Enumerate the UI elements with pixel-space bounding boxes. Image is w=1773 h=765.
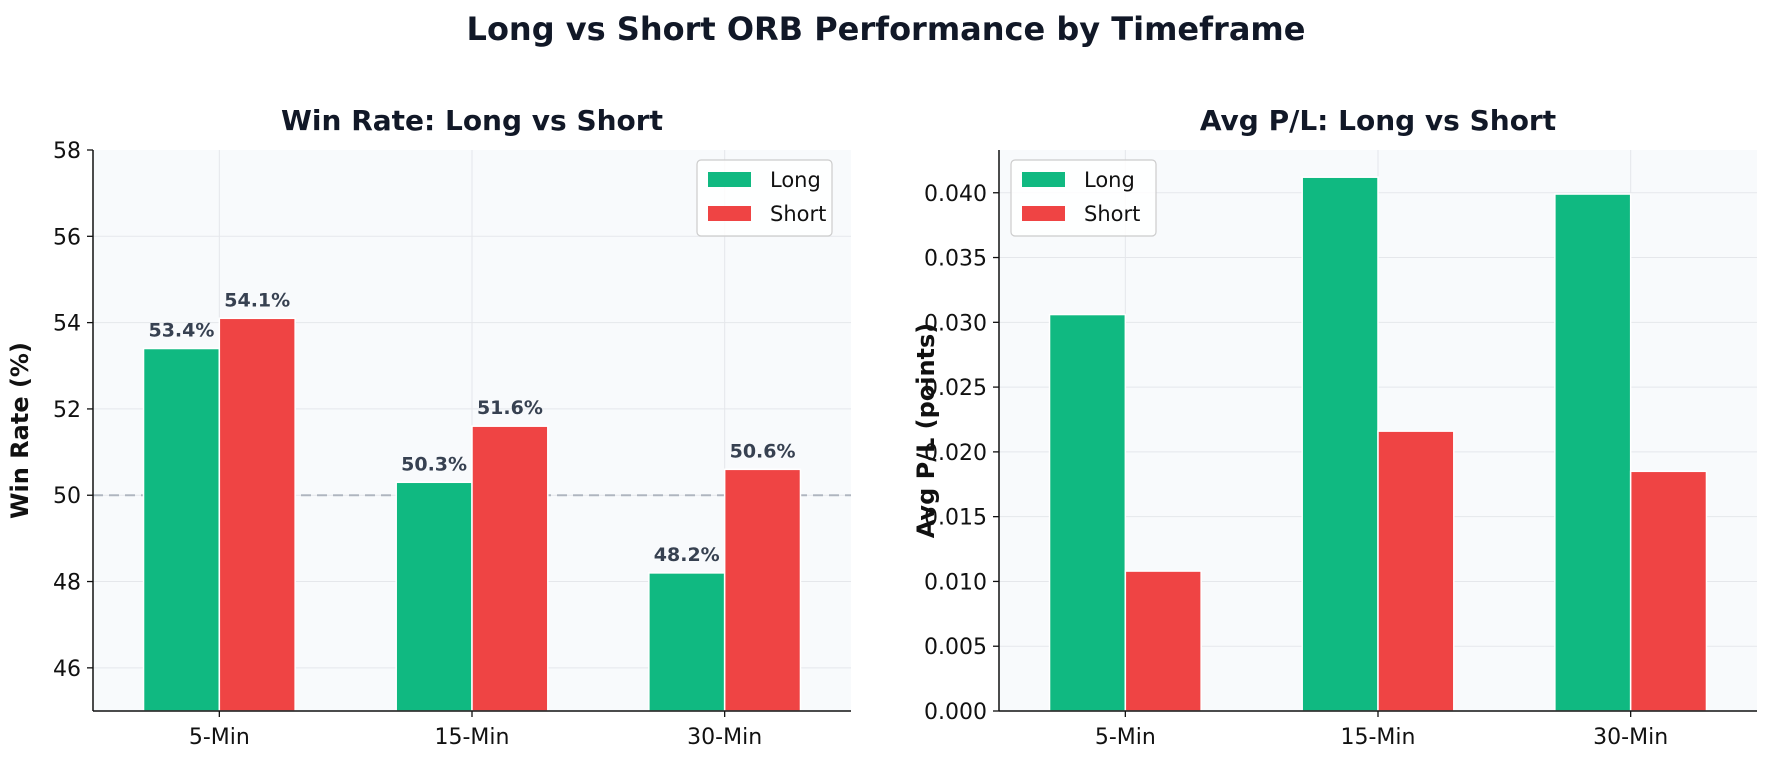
bar-short-5-min bbox=[1124, 570, 1202, 712]
y-tick-label: 48 bbox=[53, 571, 81, 596]
legend-label-short: Short bbox=[1084, 202, 1140, 226]
x-tick-label: 5-Min bbox=[1095, 725, 1156, 750]
data-label: 50.6% bbox=[730, 440, 796, 462]
data-label: 48.2% bbox=[654, 544, 720, 566]
x-tick-label: 30-Min bbox=[687, 725, 762, 750]
x-tick-label: 30-Min bbox=[1593, 725, 1668, 750]
x-tick-label: 5-Min bbox=[189, 725, 250, 750]
x-tick-label: 15-Min bbox=[1341, 725, 1416, 750]
y-tick-label: 46 bbox=[53, 657, 81, 682]
legend-swatch-short bbox=[708, 206, 751, 221]
y-tick-label: 0.025 bbox=[924, 376, 987, 401]
y-tick-label: 0.000 bbox=[924, 700, 987, 725]
y-tick-label: 56 bbox=[53, 225, 81, 250]
y-tick-label: 0.010 bbox=[924, 570, 987, 595]
y-tick-label: 0.040 bbox=[924, 182, 987, 207]
bar-short-15-min bbox=[471, 425, 549, 712]
y-tick-label: 0.005 bbox=[924, 635, 987, 660]
legend-swatch-short bbox=[1022, 206, 1065, 221]
y-tick-label: 0.030 bbox=[924, 311, 987, 336]
data-label: 54.1% bbox=[224, 289, 290, 311]
legend-swatch-long bbox=[1022, 172, 1065, 187]
data-label: 53.4% bbox=[148, 320, 214, 342]
figure-title: Long vs Short ORB Performance by Timefra… bbox=[467, 10, 1306, 48]
y-axis-label: Avg P/L (points) bbox=[912, 323, 940, 539]
y-tick-label: 0.020 bbox=[924, 441, 987, 466]
data-label: 51.6% bbox=[477, 397, 543, 419]
bar-long-5-min bbox=[1048, 313, 1127, 712]
bar-short-30-min bbox=[723, 468, 802, 712]
bar-short-5-min bbox=[218, 317, 296, 712]
y-tick-label: 54 bbox=[53, 312, 81, 337]
win-rate-chart: 53.4% 50.3% 48.2% 54.1% 51.6% 50.6% 46 48 50 52 54… bbox=[6, 104, 851, 750]
legend: Long Short bbox=[1010, 159, 1157, 237]
data-label: 50.3% bbox=[401, 453, 467, 475]
legend-label-long: Long bbox=[1084, 168, 1135, 192]
legend: Long Short bbox=[696, 159, 833, 237]
y-tick-label: 52 bbox=[53, 398, 81, 423]
x-tick-label: 15-Min bbox=[435, 725, 510, 750]
y-tick-label: 50 bbox=[53, 484, 81, 509]
bar-long-30-min bbox=[648, 572, 726, 712]
bar-short-30-min bbox=[1629, 470, 1708, 712]
chart-title: Avg P/L: Long vs Short bbox=[1200, 104, 1556, 137]
y-tick-label: 0.015 bbox=[924, 506, 987, 531]
chart-title: Win Rate: Long vs Short bbox=[281, 104, 663, 137]
y-tick-label: 0.035 bbox=[924, 247, 987, 272]
y-axis-label: Win Rate (%) bbox=[6, 342, 34, 519]
bar-short-15-min bbox=[1377, 430, 1455, 712]
legend-label-short: Short bbox=[770, 202, 826, 226]
legend-swatch-long bbox=[708, 172, 751, 187]
y-tick-label: 58 bbox=[53, 139, 81, 164]
legend-label-long: Long bbox=[770, 168, 821, 192]
avg-pl-chart: 0.000 0.005 0.010 0.015 0.020 0.025 0.030 0.035… bbox=[912, 104, 1757, 750]
bar-long-15-min bbox=[395, 481, 473, 712]
bar-long-15-min bbox=[1301, 176, 1379, 712]
bar-long-30-min bbox=[1554, 193, 1632, 712]
bar-long-5-min bbox=[142, 347, 221, 712]
